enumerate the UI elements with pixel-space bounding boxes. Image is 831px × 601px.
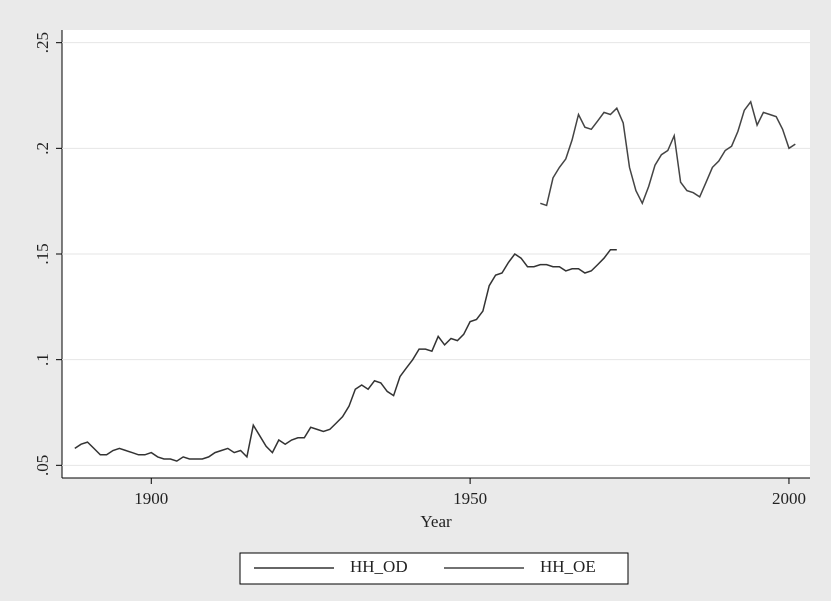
line: [540, 100, 796, 207]
line: [74, 249, 617, 462]
x-tick-label: 2000: [772, 489, 806, 508]
y-tick-label: .15: [33, 243, 52, 264]
x-tick-label: 1900: [134, 489, 168, 508]
y-tick-label: .1: [33, 353, 52, 366]
legend-label: HH_OE: [540, 557, 596, 576]
y-tick-label: .2: [33, 142, 52, 155]
y-tick-label: .25: [33, 32, 52, 53]
x-axis-label: Year: [420, 512, 452, 531]
x-tick-label: 1950: [453, 489, 487, 508]
legend-label: HH_OD: [350, 557, 408, 576]
y-tick-label: .05: [33, 455, 52, 476]
